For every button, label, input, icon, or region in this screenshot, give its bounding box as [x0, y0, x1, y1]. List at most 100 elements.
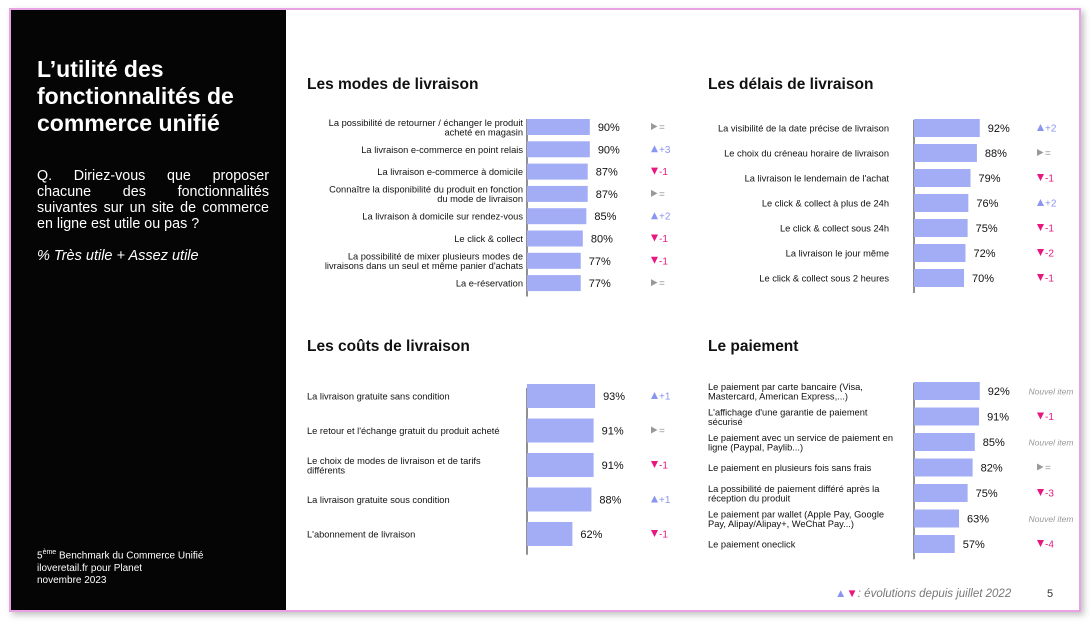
bar-couts — [527, 418, 594, 443]
up-triangle-icon — [1037, 124, 1044, 131]
category-label-paiement: Le paiement par wallet (Apple Pay, Googl… — [708, 509, 884, 529]
category-label-paiement: La possibilité de paiement différé après… — [708, 484, 880, 504]
category-label-couts: La livraison gratuite sous condition — [307, 495, 450, 505]
down-triangle-icon — [1037, 274, 1044, 281]
value-label-modes: 87% — [596, 189, 618, 201]
bar-delais — [914, 144, 977, 162]
measure-note: % Très utile + Assez utile — [37, 248, 199, 264]
category-label-delais: Le click & collect sous 2 heures — [759, 274, 889, 284]
category-label-modes: La livraison à domicile sur rendez-vous — [362, 212, 523, 222]
chart-title-delais: Les délais de livraison — [708, 76, 874, 93]
new-item-label-paiement: Nouvel item — [1029, 438, 1074, 448]
change-label-modes: -1 — [659, 256, 668, 267]
up-triangle-icon: ▲ — [835, 588, 847, 600]
up-triangle-icon — [651, 145, 658, 153]
change-label-delais: -2 — [1045, 249, 1054, 260]
value-label-modes: 85% — [594, 211, 616, 223]
category-label-couts: Le choix de modes de livraison et de tar… — [307, 456, 481, 476]
value-label-paiement: 75% — [976, 488, 998, 500]
category-label-modes: La livraison e-commerce à domicile — [377, 167, 523, 177]
value-label-modes: 77% — [589, 278, 611, 290]
category-label-paiement: L'affichage d'une garantie de paiement sé… — [708, 407, 868, 427]
change-label-couts: +1 — [659, 392, 671, 403]
sidebar-panel: L’utilité des fonctionnalités de commerc… — [11, 10, 286, 610]
bar-delais — [914, 119, 980, 137]
bar-delais — [914, 269, 965, 287]
page-number: 5 — [1047, 588, 1054, 600]
category-label-modes: La possibilité de mixer plusieurs modes … — [325, 252, 524, 271]
right-triangle-icon — [651, 426, 658, 434]
down-triangle-icon — [651, 530, 658, 537]
value-label-paiement: 82% — [981, 463, 1003, 475]
category-label-modes: La possibilité de retourner / échanger l… — [329, 118, 524, 138]
change-label-delais: -1 — [1045, 224, 1054, 235]
value-label-paiement: 63% — [967, 514, 989, 526]
category-label-paiement: Le paiement oneclick — [708, 540, 796, 550]
category-label-modes: La livraison e-commerce en point relais — [361, 145, 523, 155]
source-benchmark: Benchmark du Commerce Unifié — [56, 550, 204, 562]
bar-paiement — [914, 484, 968, 502]
change-label-modes: -1 — [659, 234, 668, 245]
value-label-delais: 79% — [978, 173, 1000, 185]
source-date: novembre 2023 — [37, 575, 107, 587]
evolution-legend: ▲▼: évolutions depuis juillet 2022 — [835, 588, 1011, 600]
change-label-delais: +2 — [1045, 199, 1057, 210]
category-label-delais: La livraison le lendemain de l'achat — [745, 174, 890, 184]
category-label-couts: Le retour et l'échange gratuit du produi… — [307, 426, 500, 436]
change-label-paiement: -4 — [1045, 540, 1054, 551]
slide: L’utilité des fonctionnalités de commerc… — [9, 8, 1081, 612]
bar-charts: 90% La possibilité de retourner / échange… — [307, 118, 1074, 560]
bar-delais — [914, 219, 968, 237]
right-triangle-icon — [651, 189, 658, 197]
value-label-delais: 76% — [976, 198, 998, 210]
value-label-paiement: 92% — [988, 386, 1010, 398]
value-label-delais: 92% — [988, 123, 1010, 135]
right-triangle-icon — [651, 279, 658, 287]
change-label-couts: -1 — [659, 461, 668, 472]
new-item-label-paiement: Nouvel item — [1029, 387, 1074, 397]
value-label-paiement: 85% — [983, 437, 1005, 449]
category-label-modes: Le click & collect — [454, 234, 523, 244]
source-ordinal: 5 — [37, 550, 43, 562]
right-triangle-icon — [1037, 463, 1044, 471]
category-label-paiement: Le paiement en plusieurs fois sans frais — [708, 463, 872, 473]
change-label-paiement: -1 — [1045, 412, 1054, 423]
category-label-couts: L'abonnement de livraison — [307, 530, 415, 540]
category-label-delais: La livraison le jour même — [786, 249, 889, 259]
source-note: 5ème Benchmark du Commerce Unifié ilover… — [37, 547, 203, 588]
value-label-paiement: 91% — [987, 412, 1009, 424]
source-author: iloveretail.fr pour Planet — [37, 562, 143, 574]
bar-couts — [527, 487, 592, 512]
value-label-delais: 72% — [973, 248, 995, 260]
down-triangle-icon — [651, 167, 658, 175]
down-triangle-icon — [1037, 489, 1044, 496]
category-label-delais: Le click & collect à plus de 24h — [762, 199, 889, 209]
slide-title-line: commerce unifié — [37, 110, 220, 136]
change-label-couts: -1 — [659, 530, 668, 541]
bar-couts — [527, 384, 596, 408]
bar-paiement — [914, 407, 980, 426]
value-label-delais: 70% — [972, 273, 994, 285]
down-triangle-icon — [1037, 540, 1044, 547]
bar-delais — [914, 169, 971, 187]
evolution-legend-text: : évolutions depuis juillet 2022 — [857, 588, 1012, 600]
bar-delais — [914, 244, 966, 262]
new-item-label-paiement: Nouvel item — [1029, 514, 1074, 524]
source-superscript: ème — [42, 549, 57, 556]
right-triangle-icon — [651, 123, 658, 130]
change-label-delais: -1 — [1045, 274, 1054, 285]
category-label-paiement: Le paiement avec un service de paiement … — [708, 433, 893, 453]
category-label-delais: La visibilité de la date précise de livr… — [718, 124, 889, 134]
down-triangle-icon — [1037, 174, 1044, 181]
change-label-modes: = — [659, 123, 665, 134]
value-label-couts: 91% — [602, 460, 624, 472]
bar-couts — [527, 453, 594, 477]
category-label-delais: Le click & collect sous 24h — [780, 224, 889, 234]
bar-modes — [527, 252, 581, 269]
change-label-delais: = — [1045, 149, 1051, 160]
down-triangle-icon — [651, 234, 658, 242]
value-label-modes: 87% — [596, 167, 618, 179]
change-label-couts: +1 — [659, 495, 671, 506]
down-triangle-icon — [651, 256, 658, 264]
change-label-delais: +2 — [1045, 124, 1057, 135]
